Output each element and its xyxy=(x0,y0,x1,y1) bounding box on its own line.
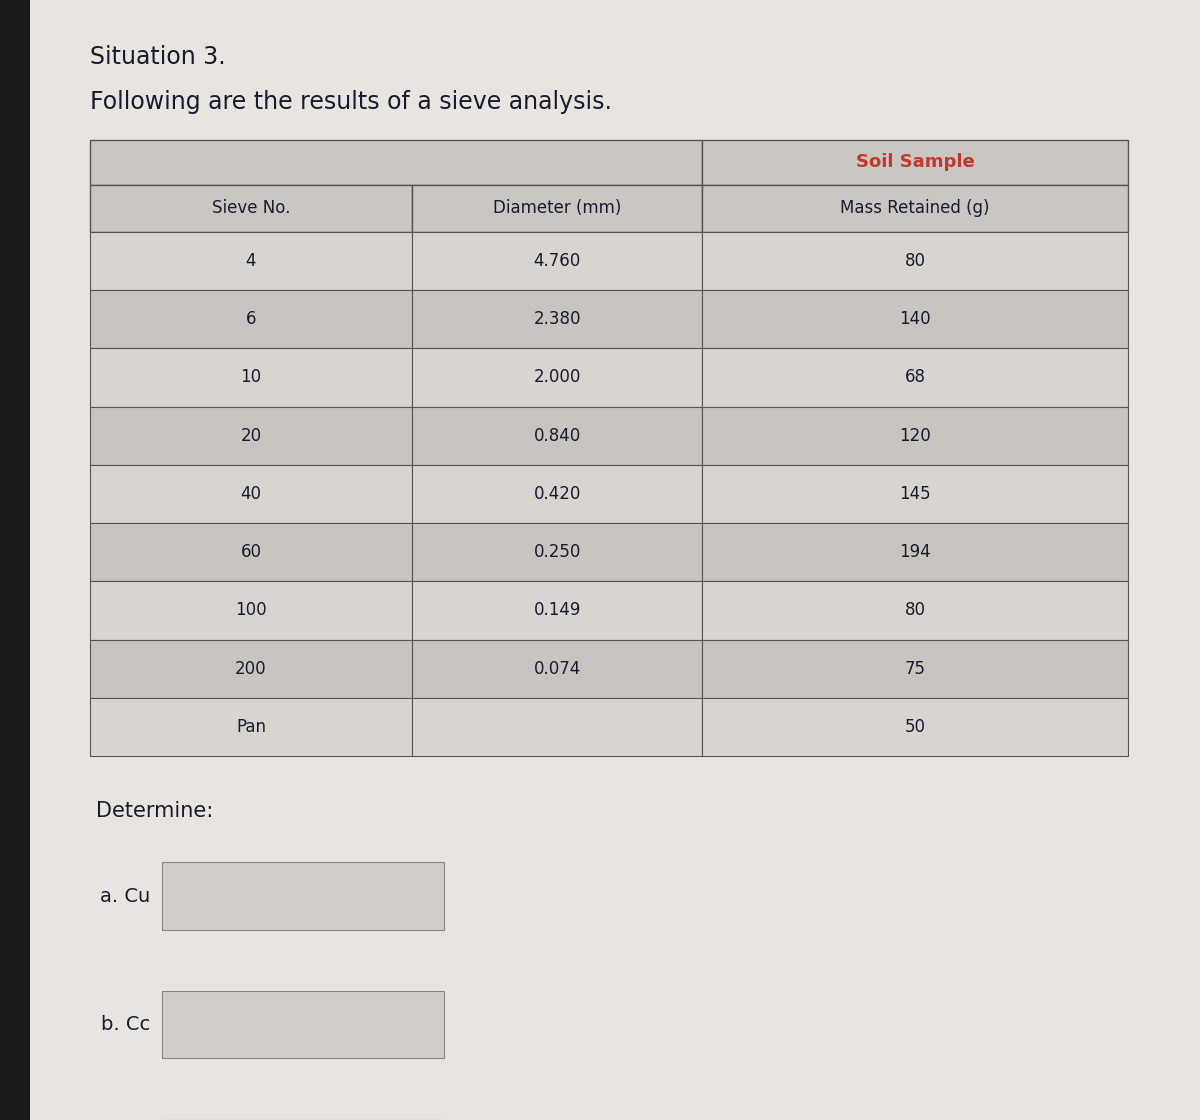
Bar xyxy=(702,185,1128,232)
Text: 6: 6 xyxy=(246,310,256,328)
Text: 0.420: 0.420 xyxy=(534,485,581,503)
Text: Soil Sample: Soil Sample xyxy=(856,153,974,171)
Bar xyxy=(412,523,702,581)
Bar xyxy=(412,698,702,756)
Bar xyxy=(90,140,702,185)
Text: Pan: Pan xyxy=(236,718,266,736)
Text: 2.380: 2.380 xyxy=(533,310,581,328)
Bar xyxy=(412,407,702,465)
Text: a. Cu: a. Cu xyxy=(100,887,150,905)
Bar xyxy=(90,232,412,290)
Bar xyxy=(702,465,1128,523)
Bar xyxy=(702,640,1128,698)
Text: 140: 140 xyxy=(899,310,931,328)
Bar xyxy=(702,290,1128,348)
Bar xyxy=(90,407,412,465)
Text: 120: 120 xyxy=(899,427,931,445)
Text: 60: 60 xyxy=(240,543,262,561)
Bar xyxy=(0,0,30,1120)
Bar xyxy=(412,185,702,232)
Bar xyxy=(90,698,412,756)
Bar xyxy=(90,290,412,348)
Text: 10: 10 xyxy=(240,368,262,386)
Text: 75: 75 xyxy=(905,660,925,678)
Text: 0.149: 0.149 xyxy=(534,601,581,619)
Text: 100: 100 xyxy=(235,601,266,619)
Bar xyxy=(702,581,1128,640)
Bar xyxy=(162,862,444,930)
Bar xyxy=(412,232,702,290)
Bar xyxy=(702,698,1128,756)
Text: Determine:: Determine: xyxy=(96,801,214,821)
Text: 0.840: 0.840 xyxy=(534,427,581,445)
Bar xyxy=(90,523,412,581)
Bar xyxy=(412,640,702,698)
Text: 20: 20 xyxy=(240,427,262,445)
Bar xyxy=(702,232,1128,290)
Bar xyxy=(90,581,412,640)
Text: 0.250: 0.250 xyxy=(534,543,581,561)
Text: Situation 3.: Situation 3. xyxy=(90,45,226,68)
Bar xyxy=(412,581,702,640)
Text: 2.000: 2.000 xyxy=(534,368,581,386)
Text: Diameter (mm): Diameter (mm) xyxy=(493,199,622,217)
Text: 145: 145 xyxy=(899,485,931,503)
Text: 200: 200 xyxy=(235,660,266,678)
Bar xyxy=(412,290,702,348)
Bar xyxy=(90,465,412,523)
Bar xyxy=(702,523,1128,581)
Bar xyxy=(412,465,702,523)
Bar xyxy=(90,348,412,407)
Text: Following are the results of a sieve analysis.: Following are the results of a sieve ana… xyxy=(90,90,612,113)
Text: Sieve No.: Sieve No. xyxy=(211,199,290,217)
Bar xyxy=(162,991,444,1058)
Text: 80: 80 xyxy=(905,601,925,619)
Text: 4.760: 4.760 xyxy=(534,252,581,270)
Text: 0.074: 0.074 xyxy=(534,660,581,678)
Text: 4: 4 xyxy=(246,252,256,270)
Bar xyxy=(702,348,1128,407)
Text: 194: 194 xyxy=(899,543,931,561)
Bar xyxy=(90,185,412,232)
Text: Mass Retained (g): Mass Retained (g) xyxy=(840,199,990,217)
Bar xyxy=(90,640,412,698)
Text: 50: 50 xyxy=(905,718,925,736)
Bar xyxy=(702,140,1128,185)
Text: 80: 80 xyxy=(905,252,925,270)
Text: 40: 40 xyxy=(240,485,262,503)
Bar xyxy=(412,348,702,407)
Text: b. Cc: b. Cc xyxy=(101,1016,150,1034)
Bar xyxy=(702,407,1128,465)
Text: 68: 68 xyxy=(905,368,925,386)
